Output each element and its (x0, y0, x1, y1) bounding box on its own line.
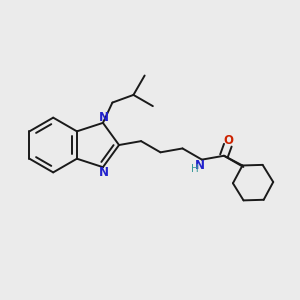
Text: H: H (191, 164, 199, 174)
Text: N: N (99, 111, 109, 124)
Text: N: N (99, 166, 109, 179)
Text: O: O (224, 134, 233, 147)
Text: N: N (195, 159, 206, 172)
